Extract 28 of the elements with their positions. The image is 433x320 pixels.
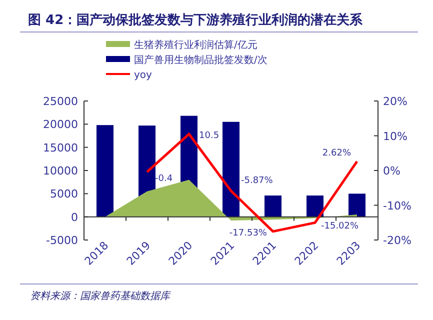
data-label: -17.53% xyxy=(229,228,268,238)
y2-tick-label: 0% xyxy=(383,164,400,178)
y2-tick-label: 20% xyxy=(383,95,408,108)
chart-title: 图 42：国产动保批签发数与下游养殖行业利润的潜在关系 xyxy=(28,12,364,28)
data-label: -15.02% xyxy=(321,222,360,232)
y-tick-label: 25000 xyxy=(43,95,78,108)
bar xyxy=(96,125,114,217)
data-label: 10.5 xyxy=(199,131,220,142)
y-tick-label: -5000 xyxy=(46,234,78,247)
y-tick-label: 10000 xyxy=(43,164,78,178)
legend-label: 生猪养殖行业利润估算/亿元 xyxy=(134,39,258,51)
bar xyxy=(348,194,366,217)
y2-tick-label: 10% xyxy=(383,130,408,143)
legend-label: yoy xyxy=(134,70,152,81)
text: 资料来源：国家兽药基础数据库 xyxy=(30,290,172,302)
data-label: -0.4 xyxy=(155,174,173,184)
bar xyxy=(264,196,282,217)
legend-label: 国产兽用生物制品批签发数/次 xyxy=(134,54,268,66)
data-label: 2.62% xyxy=(322,148,352,158)
y-tick-label: 20000 xyxy=(43,118,78,132)
bar xyxy=(222,122,240,217)
bar xyxy=(306,196,324,217)
y-tick-label: 15000 xyxy=(43,141,78,154)
data-label: -5.87% xyxy=(241,176,274,186)
y2-tick-label: -10% xyxy=(383,199,412,212)
y-tick-label: 5000 xyxy=(50,188,78,201)
y-tick-label: 0 xyxy=(71,210,78,224)
y2-tick-label: -20% xyxy=(383,234,412,247)
